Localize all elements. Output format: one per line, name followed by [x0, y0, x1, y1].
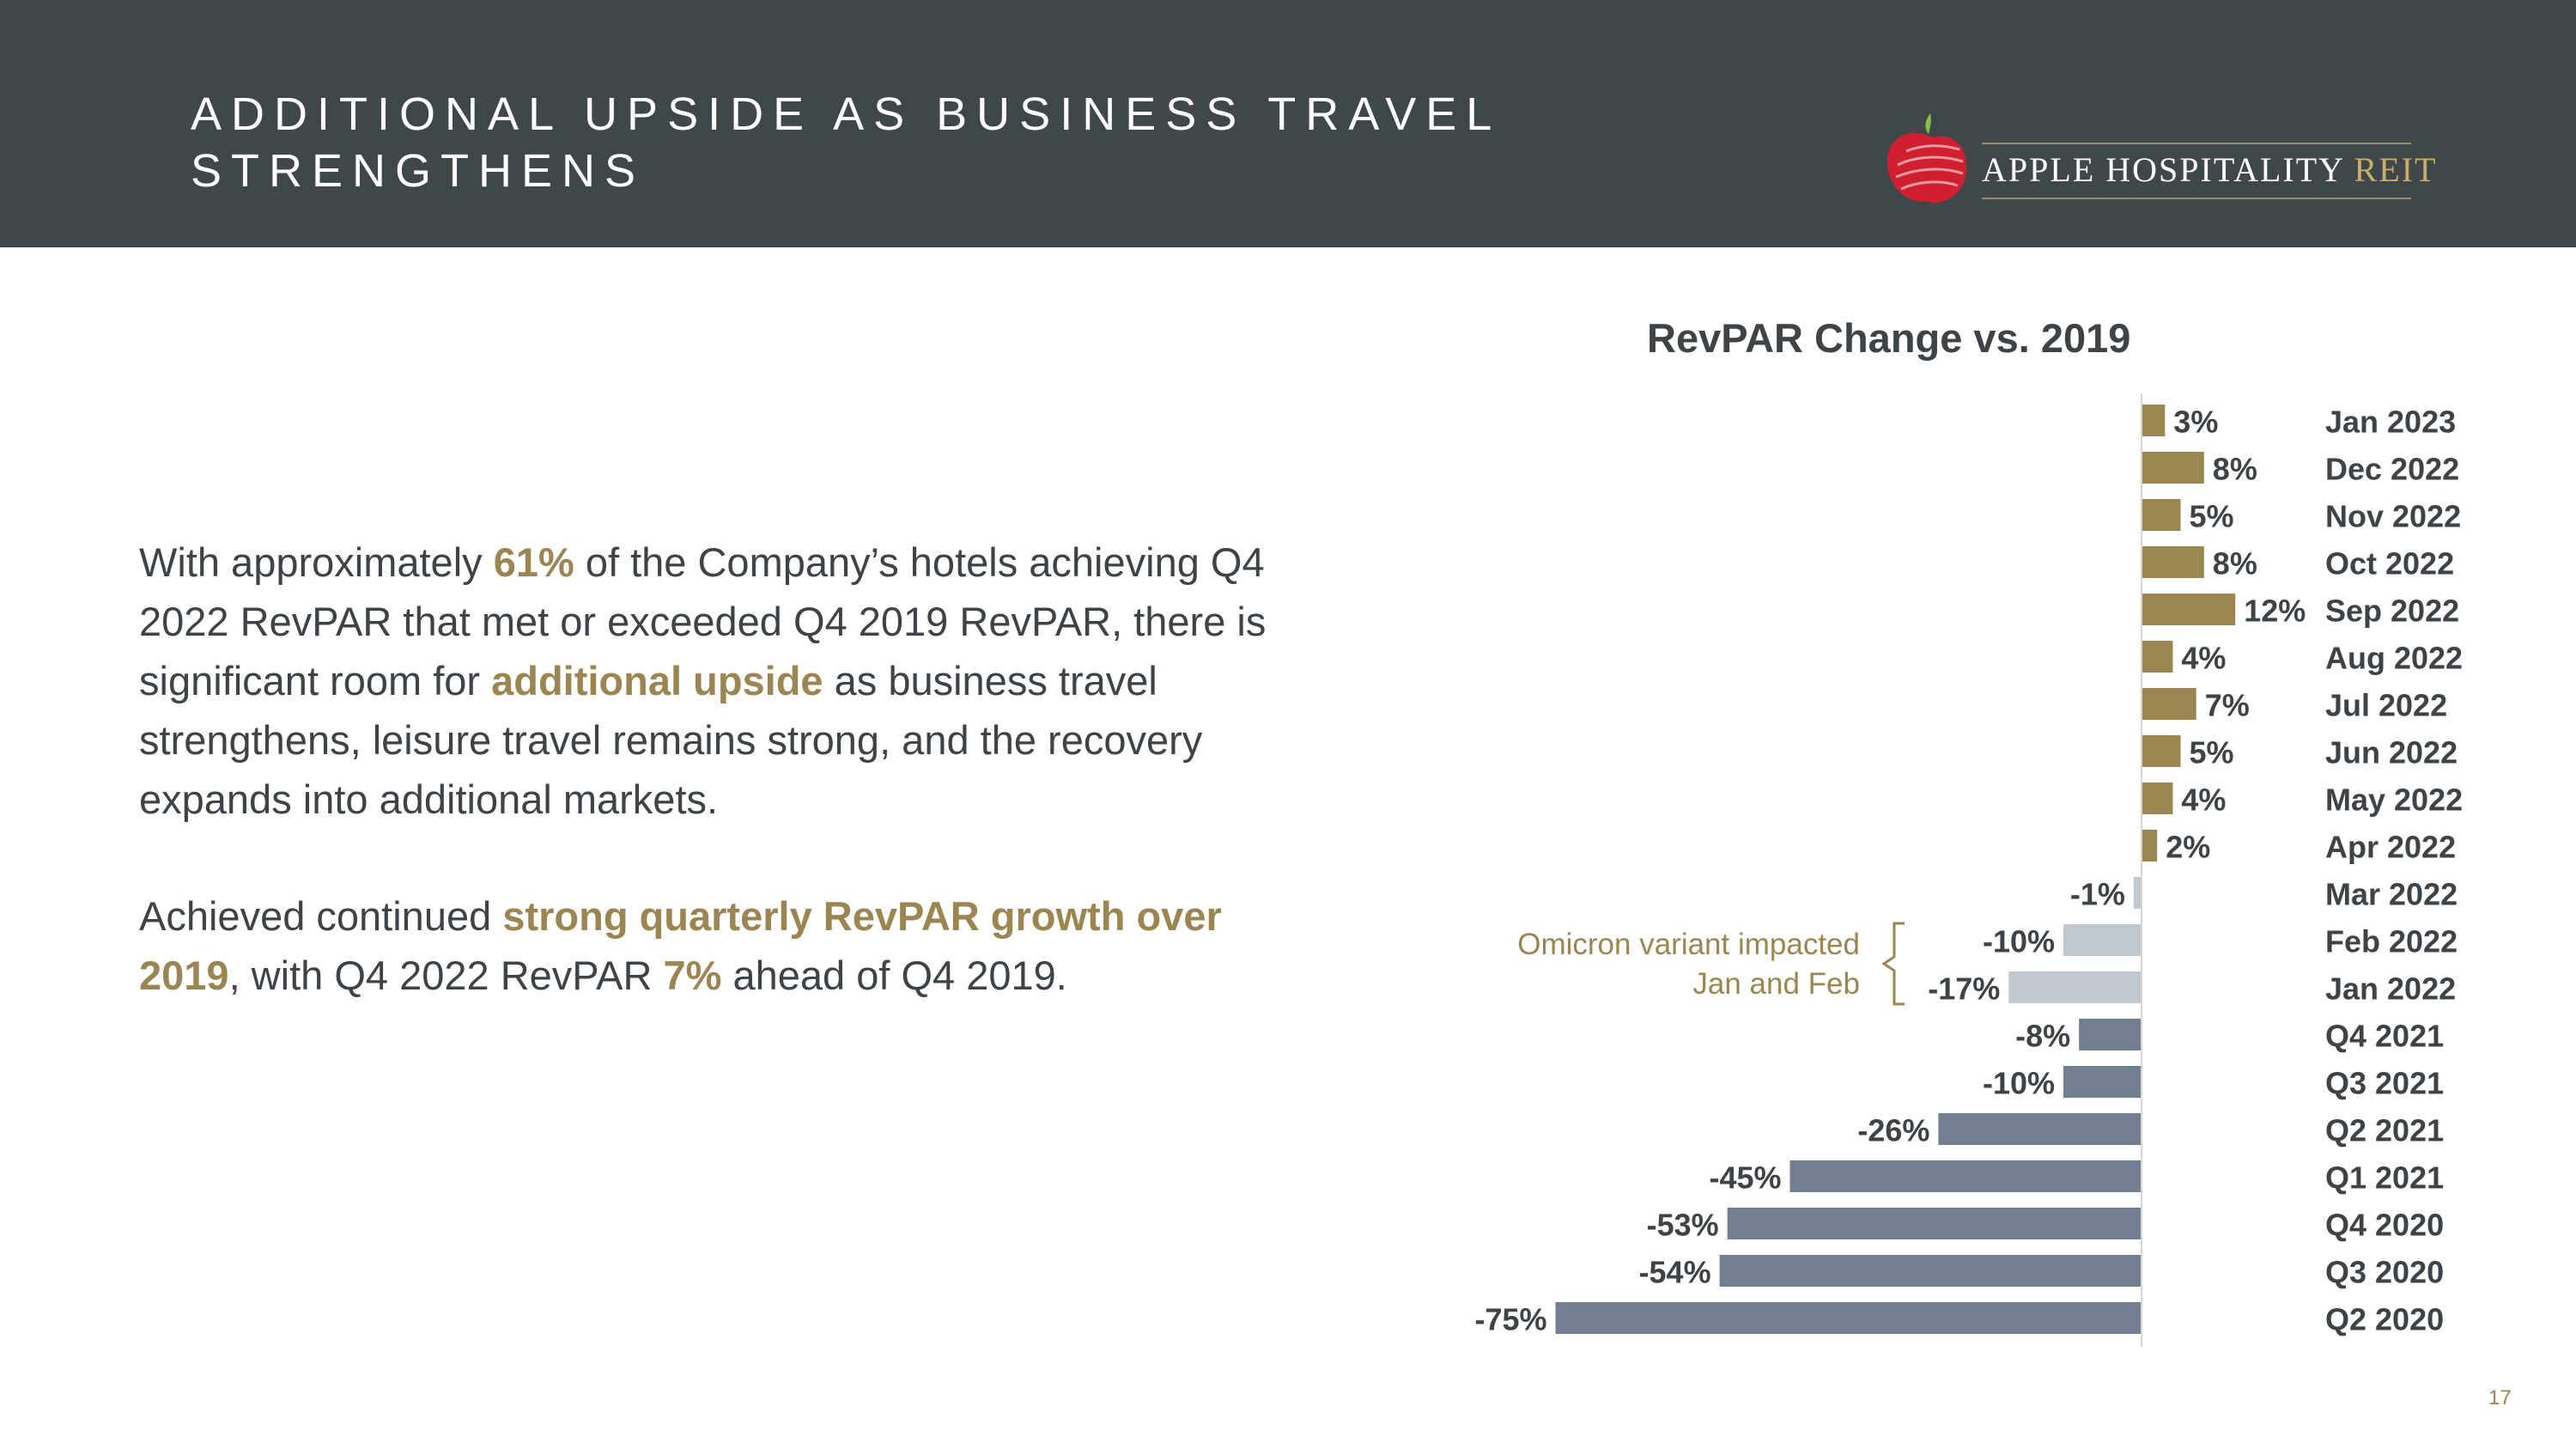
bar-q4-2021 — [2079, 1019, 2142, 1050]
bar-sep-2022 — [2142, 594, 2236, 625]
annotation-bracket — [1881, 922, 1905, 1006]
category-label-oct-2022: Oct 2022 — [2325, 546, 2454, 581]
p1-highlight-upside: additional upside — [491, 658, 823, 703]
p2-text-2: , with Q4 2022 RevPAR — [228, 953, 664, 998]
value-label-q2-2020: -75% — [1474, 1302, 1546, 1337]
category-label-dec-2022: Dec 2022 — [2325, 452, 2459, 487]
apple-hospitality-logo: APPLE HOSPITALITY REIT — [1880, 105, 2435, 215]
p1-text-2: of the Company’s hotels achieving Q4 202… — [139, 539, 1267, 703]
bar-jul-2022 — [2142, 688, 2196, 720]
bar-q4-2020 — [1727, 1208, 2142, 1239]
category-label-nov-2022: Nov 2022 — [2325, 499, 2461, 534]
bar-dec-2022 — [2142, 452, 2204, 484]
category-label-sep-2022: Sep 2022 — [2325, 594, 2459, 629]
bar-oct-2022 — [2142, 546, 2204, 578]
page-title-line-2: STRENGTHENS — [191, 145, 646, 197]
logo-rule-top — [1982, 143, 2411, 144]
p2-text-1: Achieved continued — [139, 893, 503, 939]
category-label-q3-2021: Q3 2021 — [2325, 1066, 2444, 1101]
category-label-jan-2023: Jan 2023 — [2325, 405, 2456, 440]
value-label-q4-2021: -8% — [2015, 1019, 2070, 1054]
logo-brand-text: APPLE HOSPITALITY — [1982, 150, 2344, 189]
bar-aug-2022 — [2142, 641, 2173, 673]
category-label-apr-2022: Apr 2022 — [2325, 830, 2456, 865]
category-label-may-2022: May 2022 — [2325, 782, 2463, 818]
value-label-may-2022: 4% — [2181, 782, 2226, 818]
value-label-jun-2022: 5% — [2190, 735, 2234, 770]
bar-jan-2023 — [2142, 405, 2166, 436]
page-title-line-1: ADDITIONAL UPSIDE AS BUSINESS TRAVEL — [191, 88, 1502, 140]
bar-q1-2021 — [1789, 1160, 2142, 1192]
logo-reit-text: REIT — [2354, 150, 2438, 189]
value-label-jan-2023: 3% — [2173, 405, 2218, 440]
value-label-q3-2020: -54% — [1639, 1255, 1711, 1290]
category-label-q4-2021: Q4 2021 — [2325, 1019, 2444, 1054]
bar-q2-2021 — [1938, 1113, 2142, 1145]
category-label-jul-2022: Jul 2022 — [2325, 688, 2447, 723]
value-label-q1-2021: -45% — [1709, 1160, 1781, 1196]
value-label-jul-2022: 7% — [2205, 688, 2250, 723]
category-label-mar-2022: Mar 2022 — [2325, 877, 2458, 912]
chart-title: RevPAR Change vs. 2019 — [1647, 315, 2131, 361]
category-label-q3-2020: Q3 2020 — [2325, 1255, 2444, 1290]
bar-jan-2022 — [2008, 971, 2142, 1003]
bar-q3-2020 — [1719, 1255, 2142, 1287]
p2-highlight-percent: 7% — [663, 953, 722, 998]
value-label-q4-2020: -53% — [1647, 1208, 1719, 1243]
category-label-jun-2022: Jun 2022 — [2325, 735, 2458, 770]
annotation-line-2: Jan and Feb — [1692, 967, 1860, 1001]
bar-nov-2022 — [2142, 499, 2181, 531]
p1-text-1: With approximately — [139, 539, 494, 585]
bar-mar-2022 — [2133, 877, 2142, 909]
value-label-nov-2022: 5% — [2190, 499, 2234, 534]
p2-text-3: ahead of Q4 2019. — [721, 953, 1067, 998]
logo-rule-bottom — [1982, 198, 2411, 199]
value-label-oct-2022: 8% — [2213, 546, 2257, 581]
value-label-q2-2021: -26% — [1857, 1113, 1929, 1148]
apple-icon — [1887, 113, 1967, 204]
value-label-feb-2022: -10% — [1983, 924, 2055, 959]
value-label-dec-2022: 8% — [2213, 452, 2257, 487]
value-label-q3-2021: -10% — [1983, 1066, 2055, 1101]
value-label-sep-2022: 12% — [2244, 594, 2306, 629]
category-label-feb-2022: Feb 2022 — [2325, 924, 2458, 959]
category-label-aug-2022: Aug 2022 — [2325, 641, 2463, 676]
body-paragraph-1: With approximately 61% of the Company’s … — [139, 533, 1324, 829]
category-label-q2-2020: Q2 2020 — [2325, 1302, 2444, 1337]
category-label-q1-2021: Q1 2021 — [2325, 1160, 2444, 1196]
value-label-mar-2022: -1% — [2070, 877, 2125, 912]
category-label-jan-2022: Jan 2022 — [2325, 971, 2456, 1007]
body-paragraph-2: Achieved continued strong quarterly RevP… — [139, 886, 1324, 1005]
bar-may-2022 — [2142, 782, 2173, 814]
category-label-q4-2020: Q4 2020 — [2325, 1208, 2444, 1243]
page-number: 17 — [2488, 1386, 2512, 1409]
category-label-q2-2021: Q2 2021 — [2325, 1113, 2444, 1148]
bar-q2-2020 — [1555, 1302, 2142, 1334]
value-label-jan-2022: -17% — [1928, 971, 2000, 1007]
p1-highlight-percent: 61% — [493, 539, 574, 585]
bar-jun-2022 — [2142, 735, 2181, 767]
p1-text-3: as business travel strengthens, leisure … — [139, 658, 1203, 822]
bar-q3-2021 — [2063, 1066, 2142, 1098]
header-bar: ADDITIONAL UPSIDE AS BUSINESS TRAVEL STR… — [0, 0, 2576, 247]
value-label-aug-2022: 4% — [2181, 641, 2226, 676]
bar-feb-2022 — [2063, 924, 2142, 956]
annotation-line-1: Omicron variant impacted — [1517, 928, 1860, 961]
p2-highlight-growth: strong quarterly RevPAR growth over 2019 — [139, 893, 1222, 998]
value-label-apr-2022: 2% — [2166, 830, 2210, 865]
bar-apr-2022 — [2142, 830, 2158, 861]
page-title: ADDITIONAL UPSIDE AS BUSINESS TRAVEL STR… — [191, 86, 1650, 199]
logo-wordmark: APPLE HOSPITALITY REIT — [1982, 149, 2437, 190]
